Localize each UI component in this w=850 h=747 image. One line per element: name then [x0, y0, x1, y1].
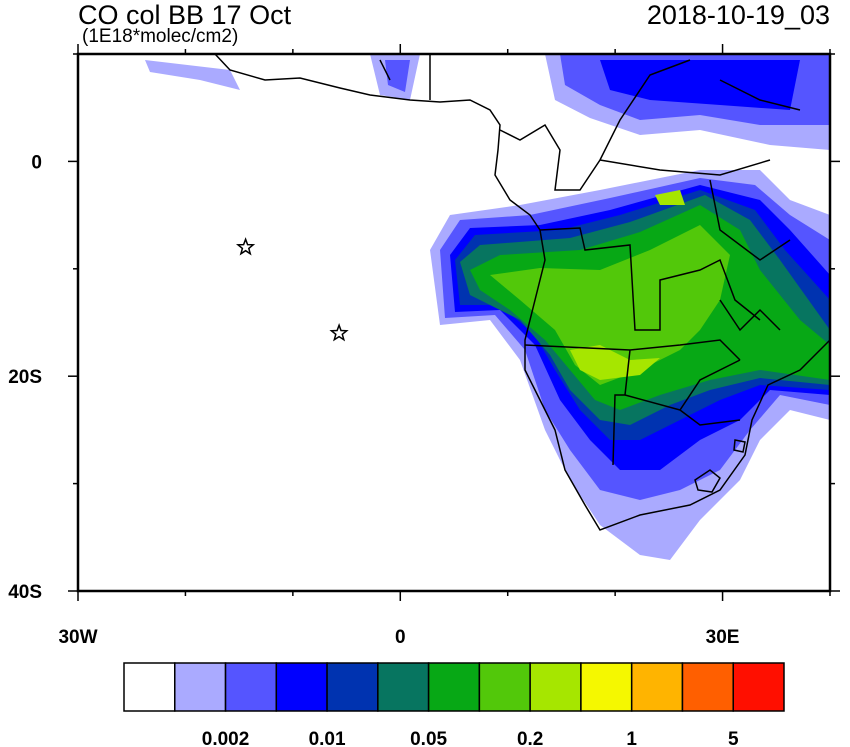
colorbar-box: [123, 662, 176, 712]
lat-tick-label: 0: [31, 152, 42, 173]
star-marker-icon: [235, 237, 256, 256]
colorbar-label: 0.01: [309, 729, 346, 747]
co-plume-field: [145, 54, 830, 560]
colorbar-box: [630, 662, 684, 712]
plot-title: CO col BB 17 Oct: [78, 0, 292, 30]
lat-tick-label: 40S: [8, 582, 42, 603]
colorbar-box: [275, 662, 328, 712]
colorbar-box: [174, 662, 227, 712]
island-markers: [235, 237, 349, 342]
colorbar-box: [529, 662, 582, 712]
colorbar-label: 0.002: [202, 729, 250, 747]
lesotho-border: [694, 469, 721, 493]
star-marker-icon: [329, 323, 349, 342]
map-frame: [76, 52, 832, 593]
colorbar: 0.002 0.01 0.05 0.2 1 5: [123, 662, 785, 747]
colorbar-box: [427, 662, 481, 712]
plume-north-core: [600, 60, 800, 110]
units-label: (1E18*molec/cm2): [82, 26, 239, 47]
colorbar-box: [478, 662, 531, 712]
colorbar-label: 0.2: [517, 729, 543, 747]
africa-coastline: [214, 54, 830, 531]
timestamp: 2018-10-19_03: [646, 0, 830, 30]
coastlines-borders: [214, 54, 830, 531]
colorbar-box: [681, 662, 734, 712]
colorbar-box: [377, 662, 430, 712]
colorbar-box: [326, 662, 379, 712]
colorbar-label: 0.05: [410, 729, 447, 747]
lon-tick-label: 30W: [58, 627, 97, 648]
plume-yellowgreen: [570, 190, 685, 380]
colorbar-box: [732, 662, 785, 712]
lat-tick-label: 20S: [8, 367, 42, 388]
lon-tick-label: 0: [395, 627, 406, 648]
axis-ticks: 30W 0 30E 0 20S 40S: [8, 44, 840, 648]
country-borders: [379, 54, 801, 466]
colorbar-box: [580, 662, 633, 712]
plume-lightgreen: [490, 225, 730, 385]
colorbar-label: 1: [626, 729, 637, 747]
swaziland-border: [733, 439, 746, 453]
colorbar-label: 5: [728, 729, 739, 747]
lon-tick-label: 30E: [706, 627, 740, 648]
colorbar-box: [224, 662, 278, 712]
